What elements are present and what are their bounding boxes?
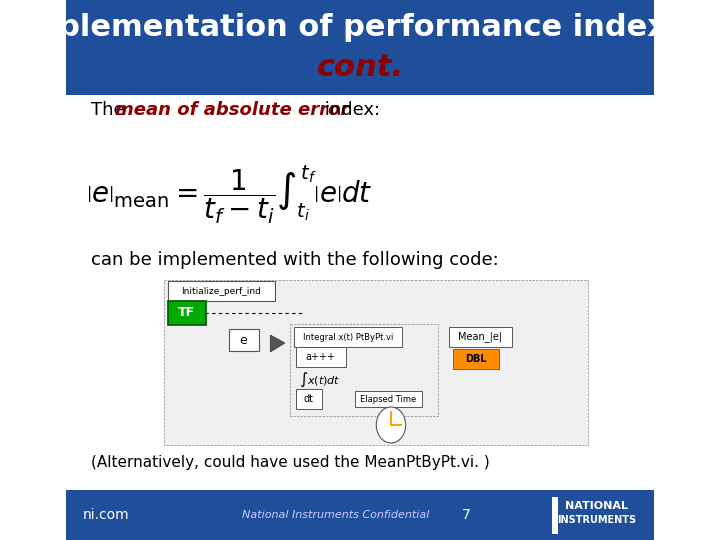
Text: $\int x(t)dt$: $\int x(t)dt$ (299, 371, 341, 389)
FancyBboxPatch shape (453, 349, 500, 369)
Text: e: e (240, 334, 247, 347)
Text: Integral x(t) PtByPt.vi: Integral x(t) PtByPt.vi (302, 333, 393, 341)
Text: mean of absolute error: mean of absolute error (115, 101, 350, 119)
FancyBboxPatch shape (168, 301, 206, 325)
Text: a+++: a+++ (306, 352, 336, 362)
Text: can be implemented with the following code:: can be implemented with the following co… (91, 251, 498, 269)
FancyBboxPatch shape (66, 0, 654, 94)
FancyBboxPatch shape (449, 327, 512, 347)
Text: $\left| e \right|_{\mathrm{mean}} = \dfrac{1}{t_f - t_i} \int_{t_i}^{t_f} \left|: $\left| e \right|_{\mathrm{mean}} = \dfr… (86, 164, 373, 226)
Text: The: The (91, 101, 130, 119)
FancyBboxPatch shape (168, 281, 275, 301)
Text: 7: 7 (462, 508, 470, 522)
Text: National Instruments Confidential: National Instruments Confidential (242, 510, 429, 520)
Circle shape (377, 407, 405, 443)
FancyBboxPatch shape (294, 327, 402, 347)
Polygon shape (552, 497, 558, 534)
Text: (Alternatively, could have used the MeanPtByPt.vi. ): (Alternatively, could have used the Mean… (91, 455, 490, 469)
Text: ni.com: ni.com (83, 508, 130, 522)
Text: Mean_|e|: Mean_|e| (458, 332, 502, 342)
Text: DBL: DBL (465, 354, 487, 364)
FancyBboxPatch shape (66, 490, 654, 540)
FancyBboxPatch shape (229, 329, 259, 351)
FancyBboxPatch shape (296, 389, 322, 409)
Polygon shape (270, 335, 285, 352)
Text: NATIONAL: NATIONAL (565, 501, 628, 511)
Text: Implementation of performance indexes: Implementation of performance indexes (14, 14, 706, 43)
Text: Elapsed Time: Elapsed Time (361, 395, 417, 403)
Text: index:: index: (319, 101, 380, 119)
Text: Initialize_perf_ind: Initialize_perf_ind (181, 287, 261, 295)
Text: TF: TF (178, 307, 195, 320)
Text: cont.: cont. (316, 53, 404, 83)
Text: dt: dt (304, 394, 314, 404)
FancyBboxPatch shape (164, 280, 588, 445)
FancyBboxPatch shape (548, 492, 645, 538)
Text: INSTRUMENTS: INSTRUMENTS (557, 515, 636, 525)
FancyBboxPatch shape (355, 391, 422, 407)
FancyBboxPatch shape (296, 347, 346, 367)
